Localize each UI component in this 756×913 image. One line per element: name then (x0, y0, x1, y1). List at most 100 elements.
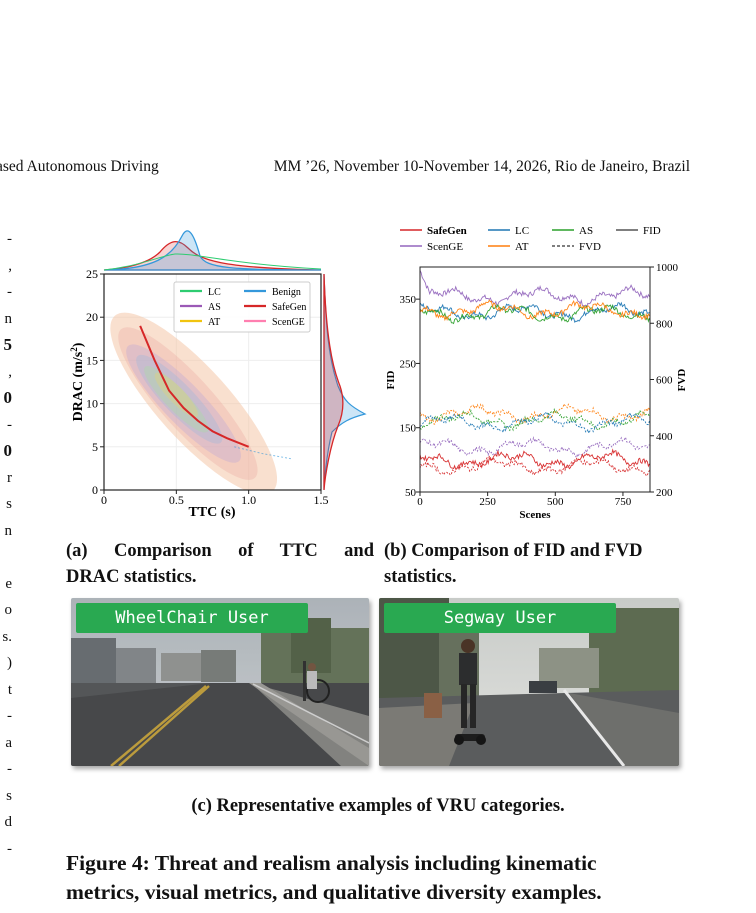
y-tick-label: 250 (400, 358, 417, 370)
column-fragment: - (7, 708, 12, 724)
y-tick-label: 0 (92, 483, 98, 497)
x-tick-label: 500 (547, 496, 564, 508)
series-line-scenge-fid (420, 270, 650, 308)
legend-label: ScenGE (272, 317, 305, 328)
column-fragment: 5 (3, 335, 13, 354)
figure-caption: Figure 4: Threat and realism analysis in… (66, 851, 602, 904)
y2-tick-label: 800 (656, 318, 673, 330)
y2-tick-label: 1000 (656, 262, 679, 274)
fid-fvd-chart: SafeGen LC AS FID ScenGE AT FVD 0 250 500 750 50 15… (385, 225, 688, 521)
column-fragment: s (6, 787, 12, 804)
column-fragment: - (7, 840, 12, 857)
marginal-right-benign (323, 273, 367, 491)
column-fragment: ) (7, 655, 12, 671)
column-fragment: , (8, 257, 12, 274)
legend-label: AS (579, 225, 593, 237)
label-segway-user: Segway User (384, 603, 616, 633)
column-fragment: a (5, 734, 12, 751)
column-fragment (0, 544, 12, 571)
y2-tick-label: 200 (656, 487, 673, 499)
caption-b: (b) Comparison of FID and FVD statistics… (384, 541, 643, 587)
column-fragment: , (8, 363, 12, 380)
x-tick-label: 1.0 (241, 493, 256, 507)
legend-label: ScenGE (427, 241, 463, 253)
column-fragment: d (4, 814, 13, 830)
ttc-drac-chart: 0 0.5 1.0 1.5 0 5 10 15 20 25 TTC (s) DRAC (m/s2)… (69, 230, 367, 520)
marginal-lc (103, 253, 322, 271)
plot-frame-b (419, 266, 651, 493)
legend-label: LC (515, 225, 529, 237)
header-left: ased Autonomous Driving (0, 158, 159, 175)
legend-label: AT (515, 241, 529, 253)
density-region-safegen (118, 327, 258, 480)
column-fragment: t (7, 681, 12, 698)
x-axis-label: TTC (s) (188, 505, 235, 520)
caption-a: (a) Comparison of TTC and DRAC statistic… (66, 541, 374, 587)
marginal-right-safegen (323, 273, 344, 491)
legend-label: LC (208, 287, 221, 298)
benign-curve (234, 446, 293, 460)
x-tick-label: 0 (101, 493, 107, 507)
series-line-scenge-fvd (420, 435, 650, 458)
x-axis-label-b: Scenes (519, 509, 551, 521)
y-axis-label: DRAC (m/s2) (69, 342, 86, 421)
y2-tick-label: 400 (656, 431, 673, 443)
y2-axis-label-b: FVD (676, 369, 688, 392)
legend-a: LC Benign AS SafeGen AT ScenGE (173, 281, 311, 333)
left-column-fragments: -, - n 5, 0-0 r s n e o s.) t - a - s d - (0, 226, 12, 862)
legend-label: SafeGen (272, 302, 306, 313)
legend-label: Benign (272, 287, 301, 298)
y-tick-label: 15 (86, 353, 98, 367)
column-fragment: - (7, 231, 12, 247)
x-tick-label: 750 (615, 496, 632, 508)
marginal-benign (103, 230, 322, 271)
label-wheelchair-user: WheelChair User (76, 603, 308, 633)
legend-label: SafeGen (427, 225, 467, 237)
x-tick-label: 0 (417, 496, 423, 508)
column-fragment: e (5, 575, 12, 592)
y-tick-label: 150 (400, 423, 417, 435)
legend-label: FID (643, 225, 661, 237)
column-fragment: o (4, 602, 13, 618)
legend-box (173, 281, 311, 333)
y-tick-label: 10 (86, 397, 98, 411)
column-fragment: - (7, 761, 12, 777)
series-line-safegen-fid (420, 448, 650, 471)
x-tick-label: 250 (479, 496, 496, 508)
photo-segway-user: Segway User (379, 598, 679, 766)
column-fragment: r (7, 469, 12, 486)
x-tick-label: 0.5 (169, 493, 184, 507)
x-tick-label: 1.5 (314, 493, 329, 507)
y-tick-label: 5 (92, 440, 98, 454)
header-right: MM ’26, November 10-November 14, 2026, R… (273, 158, 690, 175)
column-fragment: - (7, 416, 12, 433)
caption-c: (c) Representative examples of VRU categ… (191, 796, 565, 816)
y-tick-label: 50 (405, 487, 417, 499)
column-fragment: - (7, 284, 12, 300)
series-line-as-fid (420, 303, 650, 325)
column-fragment: 0 (3, 388, 13, 407)
y-tick-label: 25 (86, 267, 98, 281)
y-tick-label: 20 (86, 310, 98, 324)
y-tick-label: 350 (400, 294, 417, 306)
legend-label: FVD (579, 241, 601, 253)
density-region-benign (136, 354, 223, 444)
photo-wheelchair-user: WheelChair User (71, 598, 369, 766)
column-fragment: n (4, 522, 13, 539)
series-line-at-fid (420, 299, 650, 322)
column-fragment: n (4, 310, 13, 327)
safegen-curve (139, 325, 250, 448)
column-fragment: s. (2, 628, 12, 645)
y2-tick-label: 600 (656, 375, 673, 387)
density-region-as (126, 344, 241, 463)
series-line-as-fvd (420, 407, 650, 432)
column-fragment: s (6, 496, 12, 512)
series-line-safegen-fvd (420, 455, 650, 477)
legend-label: AS (208, 302, 221, 313)
y-axis-label-b: FID (385, 370, 397, 389)
right-marginal-density (323, 273, 367, 491)
top-marginal-density (103, 230, 322, 271)
density-region-scengee (110, 312, 278, 490)
legend-b: SafeGen LC AS FID ScenGE AT FVD (400, 225, 661, 253)
plot-frame (103, 273, 322, 491)
